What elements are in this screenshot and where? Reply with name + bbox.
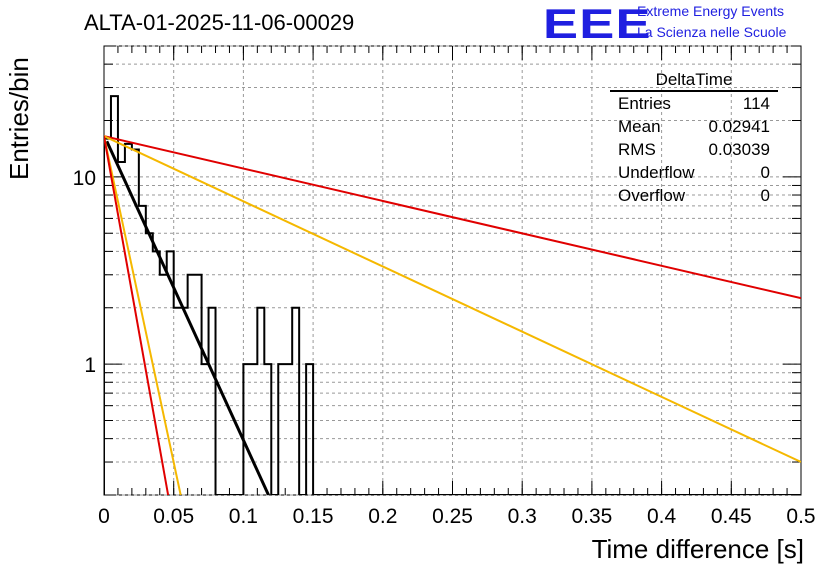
x-tick-label: 0.3 (508, 505, 537, 528)
series-line-red-lower (104, 135, 170, 495)
stats-label: RMS (618, 140, 656, 159)
grid-lines (104, 45, 801, 496)
stats-value: 0 (760, 163, 770, 182)
y-tick-label: 1 (84, 354, 96, 377)
plot-title: ALTA-01-2025-11-06-00029 (84, 10, 355, 35)
series-line-red-upper (104, 135, 801, 300)
stats-box: DeltaTime Entries 114 Mean 0.02941 RMS 0… (610, 70, 778, 207)
series-line-fit (105, 140, 270, 495)
stats-title: DeltaTime (610, 70, 778, 92)
x-tick-label: 0.25 (432, 505, 473, 528)
x-tick-label: 0.2 (368, 505, 397, 528)
x-tick-label: 0.35 (571, 505, 612, 528)
stats-value: 0 (760, 186, 770, 205)
eee-logo: EEE (543, 0, 652, 47)
stats-label: Underflow (618, 163, 695, 182)
x-tick-label: 0.05 (153, 505, 194, 528)
series-line-orange-upper (104, 135, 801, 463)
axis-ticks (103, 45, 802, 496)
series-line-orange-lower (104, 135, 182, 495)
fit-lines (104, 135, 801, 495)
stats-value: 0.02941 (708, 117, 770, 136)
stats-label: Overflow (618, 186, 686, 205)
stats-row-mean: Mean 0.02941 (610, 115, 778, 138)
stats-row-overflow: Overflow 0 (610, 184, 778, 207)
stats-value: 0.03039 (708, 140, 770, 159)
x-tick-label: 0.15 (293, 505, 334, 528)
x-tick-label: 0.4 (647, 505, 677, 528)
x-tick-label: 0.45 (711, 505, 752, 528)
logo-line-2: La Scienza nelle Scuole (637, 24, 787, 40)
stats-value: 114 (742, 94, 770, 113)
stats-label: Entries (618, 94, 671, 113)
y-axis-label: Entries/bin (4, 57, 34, 180)
tick-labels: 0 0.05 0.1 0.15 0.2 0.25 0.3 0.35 0.4 0.45 0.5 1 10 (73, 167, 816, 528)
stats-row-entries: Entries 114 (610, 92, 778, 115)
x-tick-label: 0 (98, 505, 110, 528)
x-tick-label: 0.1 (229, 505, 258, 528)
stats-row-rms: RMS 0.03039 (610, 138, 778, 161)
y-tick-label: 10 (73, 167, 96, 190)
x-tick-label: 0.5 (786, 505, 815, 528)
stats-row-underflow: Underflow 0 (610, 161, 778, 184)
stats-label: Mean (618, 117, 661, 136)
logo-line-1: Extreme Energy Events (637, 3, 785, 19)
x-axis-label: Time difference [s] (591, 534, 804, 564)
